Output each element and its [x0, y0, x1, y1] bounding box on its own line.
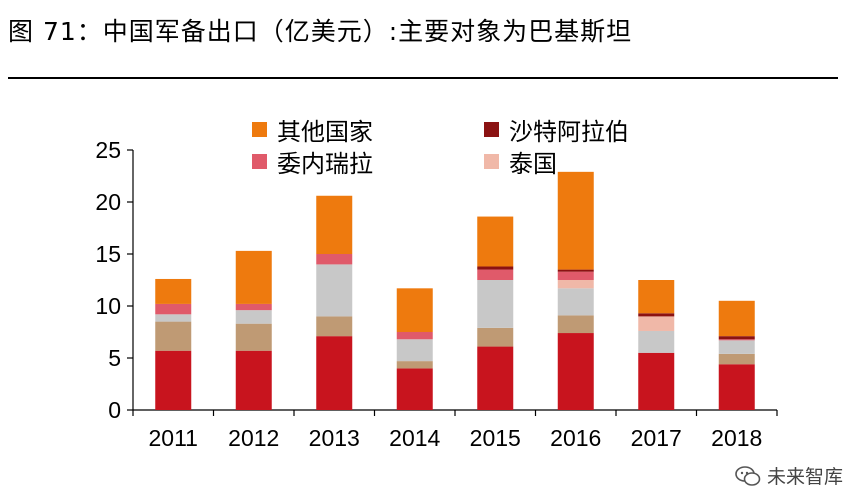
bar-segment	[557, 269, 594, 272]
bar-segment	[718, 364, 755, 410]
legend-label-thailand: 泰国	[509, 150, 557, 178]
axes	[127, 149, 778, 416]
bar-segment	[235, 350, 272, 410]
y-tick-label: 15	[95, 241, 121, 267]
chart-title: 图 71：中国军备出口（亿美元）:主要对象为巴基斯坦	[8, 17, 633, 46]
bar-segment	[316, 254, 353, 265]
bar-segment	[155, 303, 192, 315]
bar-segment	[155, 278, 192, 304]
legend-label-saudi: 沙特阿拉伯	[509, 118, 629, 146]
bar-segment	[155, 314, 192, 322]
bar-segment	[235, 303, 272, 311]
bar-segment	[477, 266, 514, 270]
bar-segment	[638, 330, 675, 353]
bar-segment	[316, 316, 353, 337]
x-tick-label: 2012	[228, 425, 279, 451]
bar-segment	[477, 346, 514, 410]
bar-segment	[396, 339, 433, 362]
bar-segment	[155, 321, 192, 351]
bar-segment	[316, 264, 353, 317]
bar-segment	[638, 313, 675, 317]
bar-segment	[316, 195, 353, 254]
bar-segment	[557, 280, 594, 289]
legend-item-thailand: 泰国	[484, 144, 557, 179]
y-tick-label: 0	[108, 397, 121, 423]
legend-swatch-saudi	[484, 122, 499, 137]
bar-segment	[718, 339, 755, 341]
y-tick-label: 5	[108, 345, 121, 371]
bar-segment	[638, 280, 675, 314]
legend-swatch-other	[252, 122, 267, 137]
x-tick-label: 2015	[470, 425, 521, 451]
bar-segment	[557, 288, 594, 316]
x-tick-label: 2018	[711, 425, 762, 451]
x-tick-label: 2014	[389, 425, 440, 451]
bars	[155, 171, 755, 410]
bar-segment	[718, 300, 755, 337]
bar-segment	[477, 280, 514, 328]
x-tick-label: 2017	[631, 425, 682, 451]
legend-label-venezuela: 委内瑞拉	[277, 150, 373, 178]
bar-segment	[718, 340, 755, 354]
title-divider	[8, 77, 838, 79]
legend-item-other: 其他国家	[252, 112, 373, 147]
bar-segment	[638, 352, 675, 410]
bar-segment	[235, 250, 272, 304]
bar-segment	[396, 332, 433, 340]
watermark: 未来智库	[735, 462, 843, 489]
watermark-text: 未来智库	[766, 466, 843, 488]
bar-segment	[235, 310, 272, 324]
bar-segment	[235, 323, 272, 351]
wechat-icon	[735, 465, 761, 486]
legend-label-other: 其他国家	[277, 118, 373, 146]
bar-segment	[477, 327, 514, 347]
y-tick-label: 10	[95, 293, 121, 319]
bar-segment	[638, 316, 675, 331]
y-tick-label: 25	[95, 137, 121, 163]
legend-item-saudi: 沙特阿拉伯	[484, 112, 629, 147]
x-tick-label: 2013	[309, 425, 360, 451]
bar-segment	[477, 269, 514, 280]
bar-segment	[396, 288, 433, 332]
bar-segment	[557, 315, 594, 334]
bar-segment	[396, 368, 433, 410]
bar-segment	[718, 336, 755, 340]
legend-swatch-venezuela	[252, 154, 267, 169]
bar-segment	[316, 336, 353, 410]
bar-segment	[557, 271, 594, 280]
y-tick-label: 20	[95, 189, 121, 215]
bar-segment	[477, 216, 514, 267]
x-tick-label: 2011	[149, 425, 198, 451]
bar-segment	[557, 333, 594, 410]
legend-item-venezuela: 委内瑞拉	[252, 144, 373, 179]
bar-segment	[155, 350, 192, 410]
bar-segment	[396, 361, 433, 369]
bar-segment	[557, 171, 594, 270]
x-tick-label: 2016	[550, 425, 601, 451]
bar-segment	[718, 353, 755, 365]
tick-labels: 0 5 10 15 20 25 2011 2012 2013 2014 2015 2016 2017 20…	[95, 137, 762, 451]
legend-swatch-thailand	[484, 154, 499, 169]
